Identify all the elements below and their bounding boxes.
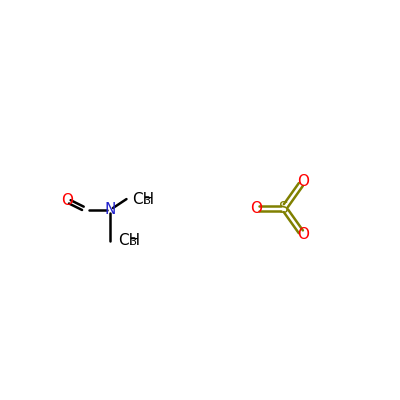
Text: S: S — [279, 201, 289, 216]
Text: CH: CH — [118, 233, 140, 248]
Text: 3: 3 — [129, 237, 136, 247]
Text: O: O — [61, 193, 73, 208]
Text: CH: CH — [132, 192, 154, 207]
Text: 3: 3 — [143, 196, 150, 206]
Text: N: N — [105, 202, 116, 217]
Text: O: O — [297, 227, 309, 242]
Text: O: O — [297, 174, 309, 190]
Text: O: O — [250, 201, 262, 216]
